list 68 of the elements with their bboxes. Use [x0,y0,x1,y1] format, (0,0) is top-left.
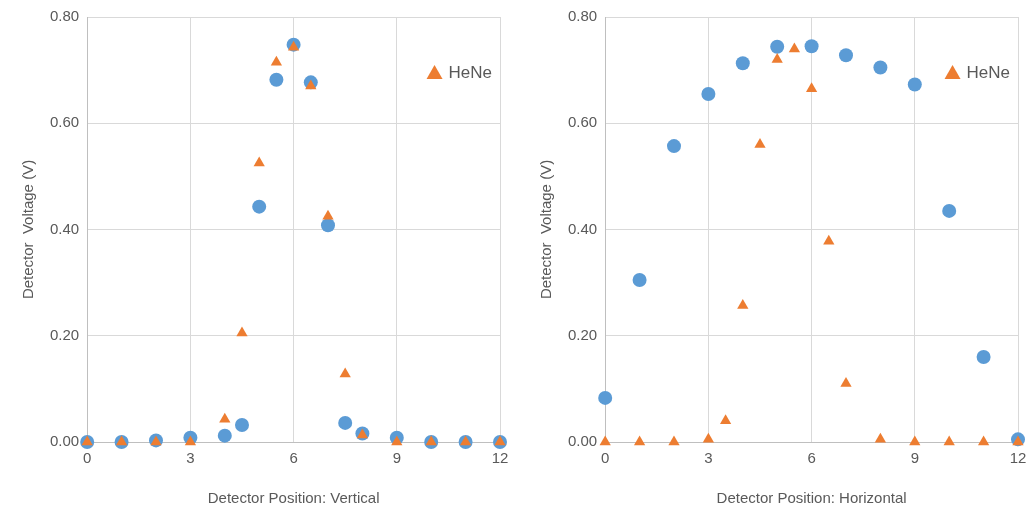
point [976,350,991,364]
x-axis-title: Detector Position: Horizontal [716,489,907,507]
point [771,53,783,63]
y-tick-label: 0.20 [567,325,598,343]
point [667,139,681,154]
point [701,87,716,102]
x-tick-label: 12 [491,449,509,467]
point [338,415,353,430]
y-tick-label: 0.00 [567,432,598,450]
y-tick-label: 0.60 [49,113,80,131]
point [252,199,267,214]
point [909,435,921,446]
y-tick-label: 0.40 [567,219,598,237]
x-axis-title: Detector Position: Vertical [207,489,380,507]
point [942,203,957,218]
point [804,39,819,54]
point [236,326,248,337]
x-tick-label: 3 [186,449,195,467]
y-tick-label: 0.80 [49,7,80,25]
point [339,367,351,378]
x-tick-label: 9 [392,449,401,467]
point [269,72,284,87]
y-tick-label: 0.60 [567,113,598,131]
point [599,435,611,446]
point [253,156,265,167]
point [977,435,990,446]
point [788,42,801,53]
point [907,77,922,92]
point [598,390,613,405]
y-tick-label: 0.00 [49,432,80,450]
x-tick-label: 0 [601,449,610,467]
point [737,298,749,309]
point [719,414,732,424]
point [943,435,955,446]
x-tick-label: 6 [807,449,816,467]
point [391,435,403,446]
point [840,377,852,387]
x-tick-label: 0 [83,449,92,467]
point [305,79,317,90]
point [668,435,680,446]
point [823,234,835,245]
legend-label: HeNe [966,62,1011,82]
point [735,56,750,71]
point [235,418,249,432]
point [873,60,888,75]
point [270,55,283,66]
y-axis-title: Detector Voltage (V) [537,159,555,300]
x-tick-label: 6 [289,449,298,467]
x-tick-label: 12 [1009,449,1027,467]
x-tick-label: 3 [704,449,713,467]
point [219,412,231,423]
y-tick-label: 0.40 [49,219,80,237]
x-tick-label: 9 [910,449,919,467]
point [702,432,715,443]
legend-label: HeNe [448,62,493,82]
y-axis-title: Detector Voltage (V) [19,159,37,300]
point [754,138,766,148]
point [321,218,335,233]
y-tick-label: 0.80 [567,7,598,25]
point [633,435,646,446]
point [874,432,887,443]
point [632,272,647,287]
point [217,428,232,443]
y-tick-label: 0.20 [49,325,80,343]
point [184,435,197,446]
point [805,82,818,92]
point [770,39,785,54]
point [839,48,853,63]
